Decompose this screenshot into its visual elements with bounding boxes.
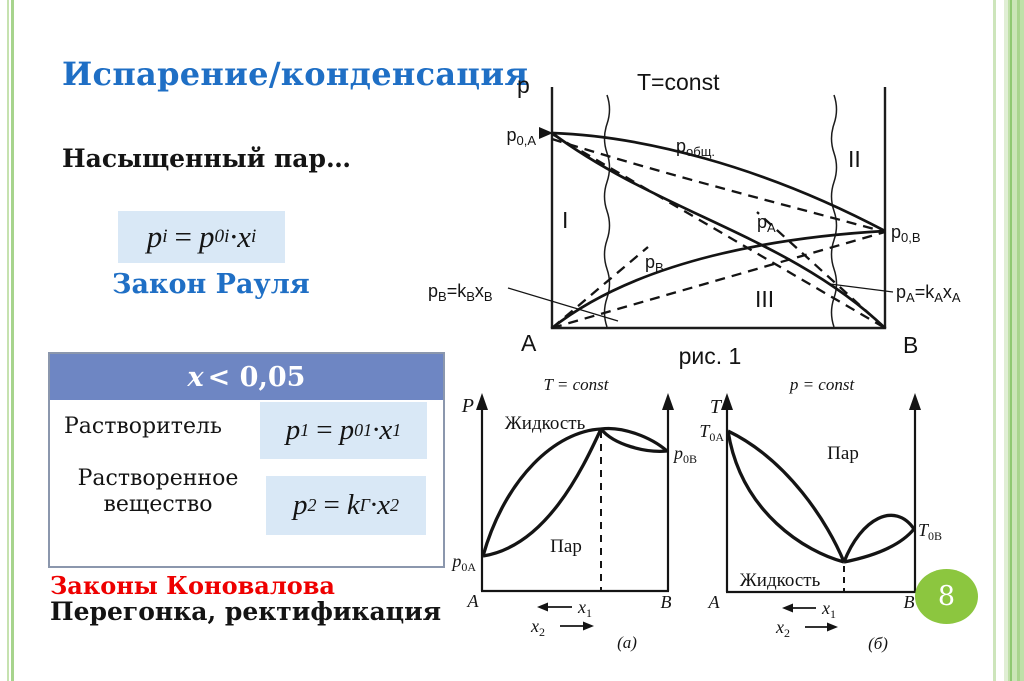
fig1-henry-b-law-label: pB=kBxB	[428, 281, 493, 304]
fig1-raoult-B-dashed	[551, 230, 886, 330]
figA-x2-label: x2	[530, 616, 545, 639]
figB-x1-label: x1	[821, 598, 836, 621]
figB-T0A-label: T0A	[699, 421, 724, 444]
fig1-p0B-label: p0,B	[891, 222, 921, 245]
solvent-formula-box: p 1 = p 01 · x 1	[260, 402, 427, 459]
figA-p0B-label: p0B	[672, 443, 697, 466]
figB-vapor-label: Пар	[827, 443, 859, 464]
fig1-region-II-label: II	[848, 146, 861, 172]
fig1-y-axis-label: p	[517, 72, 530, 98]
saturated-vapor-subtitle: Насыщенный пар…	[62, 144, 351, 173]
fig1-p0A-label: p0,A	[506, 125, 536, 148]
figA-x2-arrowhead	[583, 621, 594, 631]
figB-lens-lower-curve	[843, 527, 916, 564]
figA-lens-upper-curve	[600, 426, 669, 453]
fig1-henry-A-dashed	[756, 211, 886, 329]
fig1-region-III-label: III	[755, 286, 774, 312]
fig1-pB-curve	[551, 229, 886, 330]
fig1-p0A-arrow	[539, 127, 553, 139]
konovalov-laws-label: Законы Коновалова	[50, 571, 335, 600]
fig1-henry-B-dashed	[551, 246, 649, 329]
figB-corner-B-label: B	[904, 592, 915, 612]
slide-title: Испарение/конденсация	[62, 55, 529, 93]
figB-y-axis-label: T	[710, 396, 723, 418]
fig1-henry-a-law-label: pA=kAxA	[896, 282, 961, 305]
figA-axes	[480, 402, 670, 593]
figA-corner-A-label: A	[467, 591, 480, 611]
figB-vapor-curve	[727, 429, 846, 563]
figB-left-axis-arrow	[721, 393, 733, 410]
solute-row-label: Растворенное вещество	[77, 466, 239, 518]
distillation-label: Перегонка, ректификация	[50, 597, 442, 626]
table-header: x < 0,05	[50, 354, 443, 400]
figB-T0B-label: T0B	[918, 520, 942, 543]
raoult-law-formula-box: p i = p 0i · x i	[118, 211, 285, 263]
fig1-pA-label: pA	[757, 212, 776, 235]
figB-liquid-label: Жидкость	[740, 570, 821, 591]
fig1-region-I-label: I	[562, 207, 568, 233]
figA-x1-label: x1	[577, 597, 592, 620]
fig1-raoult-A-dashed	[551, 133, 886, 329]
figA-liquid-curve	[481, 427, 602, 557]
figB-condition-label: p = const	[789, 375, 856, 394]
figB-Tx-diagram: p = const T T0A Пар Жидкость T0B A B x1 …	[699, 375, 942, 653]
figA-condition-label: T = const	[543, 375, 609, 394]
raoult-law-label: Закон Рауля	[112, 269, 310, 300]
fig1-henry-a-pointer	[829, 283, 894, 293]
figA-left-axis-arrow	[476, 393, 488, 410]
figB-right-axis-arrow	[909, 393, 921, 410]
dilute-solution-table: x < 0,05 Растворитель p 1 = p 01 · x 1 Растворе…	[48, 352, 445, 568]
figA-vapor-label: Пар	[550, 536, 582, 557]
figB-lens-upper-curve	[842, 513, 916, 563]
fig1-corner-B-label: B	[903, 332, 918, 358]
figA-p0A-label: p0A	[450, 551, 476, 574]
figB-caption: (б)	[868, 634, 888, 653]
figB-x1-arrowhead	[782, 603, 793, 613]
figA-liquid-label: Жидкость	[505, 413, 586, 434]
fig1-wavy-boundary-left	[603, 94, 611, 328]
fig1-pA-curve	[551, 131, 886, 329]
fig1-pressure-composition-diagram: T=const p p0,A pобщ. II I pA pB p0,B III…	[428, 69, 961, 369]
page-number-badge: 8	[915, 569, 978, 624]
figB-corner-A-label: A	[708, 592, 721, 612]
fig1-total-pressure-curve	[551, 131, 886, 233]
figA-right-axis-arrow	[662, 393, 674, 410]
right-edge-line	[993, 0, 996, 681]
fig1-condition-label: T=const	[637, 69, 720, 95]
figB-liquid-curve	[726, 430, 845, 564]
left-edge-decoration	[7, 0, 14, 681]
fig1-ideal-total-dashed	[551, 137, 886, 234]
fig1-corner-A-label: A	[521, 330, 537, 356]
figA-caption: (а)	[617, 633, 637, 652]
right-edge-band	[1004, 0, 1024, 681]
fig1-pB-label: pB	[645, 252, 664, 275]
figA-x1-arrowhead	[537, 602, 548, 612]
figA-corner-B-label: B	[661, 592, 672, 612]
figB-x2-label: x2	[775, 617, 790, 640]
figA-vapor-curve	[482, 428, 603, 558]
figB-x2-arrowhead	[827, 622, 838, 632]
figA-y-axis-label: P	[461, 395, 474, 417]
solvent-row-label: Растворитель	[64, 414, 222, 439]
page-number: 8	[937, 581, 956, 612]
fig1-henry-b-pointer	[507, 287, 619, 322]
fig1-wavy-boundary-right	[830, 94, 838, 328]
figA-Px-diagram: T = const P Жидкость Пар p0A p0B A B x1 …	[450, 375, 697, 652]
fig1-total-pressure-label: pобщ.	[676, 136, 715, 159]
solute-formula-box: p 2 = k Г · x 2	[266, 476, 426, 535]
figA-lens-lower-curve	[599, 427, 668, 453]
fig1-axes	[550, 87, 887, 330]
fig1-caption: рис. 1	[679, 343, 742, 369]
